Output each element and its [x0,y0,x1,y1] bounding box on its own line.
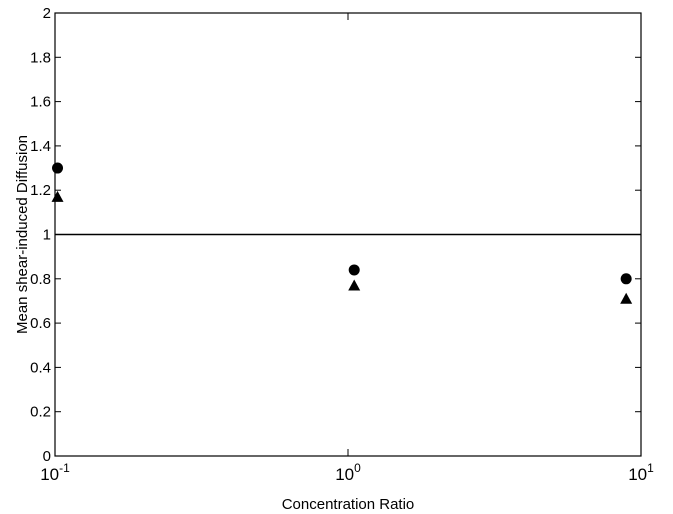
x-tick-base: 10 [40,465,59,484]
x-tick-base: 10 [335,465,354,484]
y-axis-label: Mean shear-induced Diffusion [14,135,31,334]
y-tick-label: 1.8 [30,49,51,66]
x-tick-exponent: 0 [354,461,361,475]
y-tick-label: 2 [43,5,51,22]
circle-point [52,162,64,174]
x-axis-label: Concentration Ratio [282,496,415,513]
y-tick-label: 0.4 [30,359,51,376]
y-tick-label: 1.6 [30,94,51,111]
x-tick-label: 10-1 [40,461,70,484]
y-tick-label: 0.8 [30,271,51,288]
x-tick-base: 10 [628,465,647,484]
triangle-point [620,292,633,304]
y-tick-label: 1.4 [30,138,51,155]
y-tick-label: 0.6 [30,315,51,332]
y-tick-label: 1 [43,227,51,244]
y-tick-label: 0.2 [30,404,51,421]
x-tick-exponent: -1 [59,461,70,475]
y-tick-label: 1.2 [30,182,51,199]
triangle-point [51,190,64,202]
triangle-point [348,279,361,291]
circle-point [620,273,632,285]
circle-point [348,264,360,276]
x-tick-label: 101 [628,461,654,484]
x-tick-exponent: 1 [647,461,654,475]
y-tick-label: 0 [43,448,51,465]
x-tick-label: 100 [335,461,361,484]
